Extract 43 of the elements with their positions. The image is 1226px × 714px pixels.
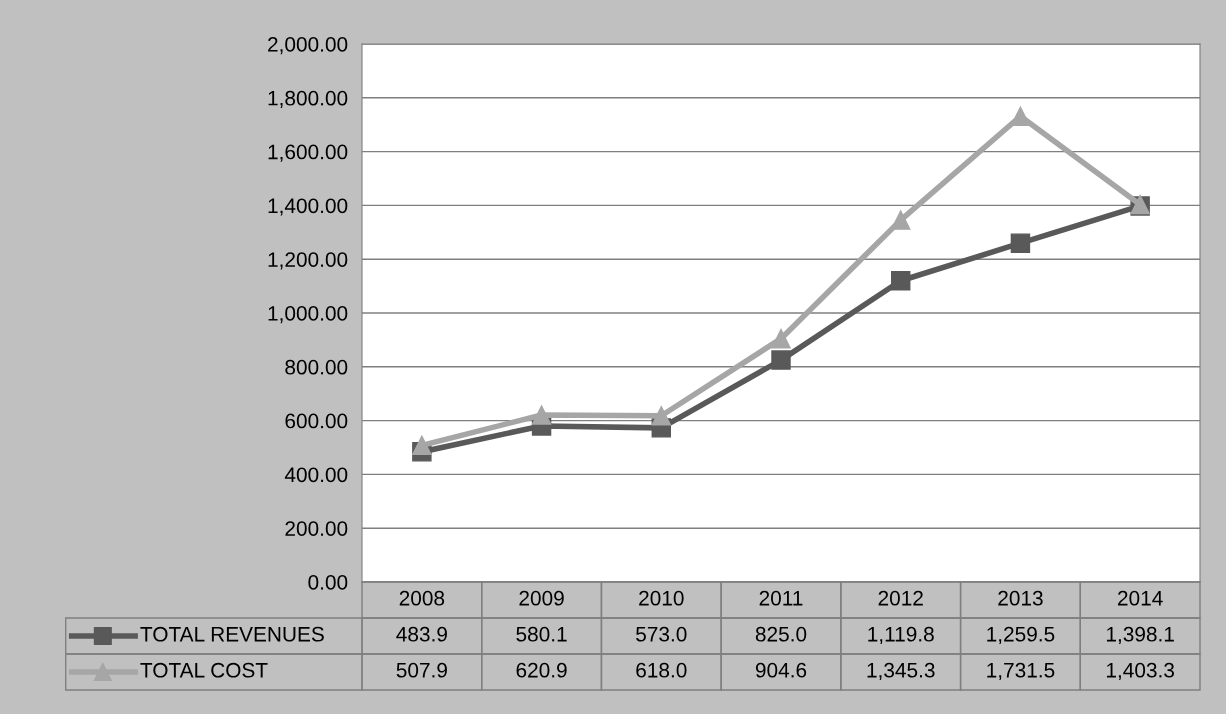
data-label: 618.0 — [636, 662, 687, 678]
x-tick-label: 2012 — [878, 590, 923, 606]
data-label: 904.6 — [755, 662, 807, 678]
data-label: 1,731.5 — [987, 662, 1055, 681]
point — [412, 435, 432, 456]
y-tick-label: 1,000.00 — [268, 306, 348, 324]
point — [651, 406, 672, 426]
point — [771, 328, 791, 349]
data-label: 580.1 — [516, 626, 567, 642]
y-tick-label: 200.00 — [285, 521, 348, 536]
data-label: 1,398.1 — [1106, 626, 1174, 645]
data-label: 1,259.5 — [987, 626, 1055, 645]
point — [1010, 106, 1031, 126]
y-tick-label: 1,600.00 — [268, 144, 348, 162]
x-tick-label: 2014 — [1118, 590, 1163, 606]
y-tick-label: 2,000.00 — [268, 37, 348, 55]
x-tick-label: 2008 — [399, 590, 445, 606]
y-tick-label: 1,800.00 — [268, 90, 348, 109]
point — [890, 271, 911, 291]
x-tick-label: 2009 — [519, 590, 564, 606]
y-tick-label: 400.00 — [284, 467, 348, 483]
legend-label: TOTAL COST — [140, 662, 268, 678]
y-tick-label: 600.00 — [285, 413, 348, 429]
data-label: 507.9 — [396, 662, 447, 678]
data-label: 1,403.3 — [1106, 662, 1174, 681]
y-tick-label: 1,200.00 — [268, 252, 348, 270]
point — [531, 405, 552, 425]
x-tick-label: 2013 — [998, 590, 1043, 606]
legend-label: TOTAL REVENUES — [140, 626, 324, 642]
data-label: 483.9 — [396, 626, 447, 642]
data-label: 1,119.8 — [868, 626, 934, 645]
point — [1010, 233, 1031, 253]
point — [890, 210, 911, 230]
point — [771, 350, 791, 370]
y-tick-label: 800.00 — [285, 359, 348, 375]
y-tick-label: 1,400.00 — [268, 198, 348, 216]
y-tick-label: 0.00 — [308, 575, 348, 590]
data-label: 573.0 — [636, 626, 687, 642]
data-label: 620.9 — [516, 662, 567, 678]
data-label: 825.0 — [755, 626, 807, 642]
data-label: 1,345.3 — [867, 662, 935, 681]
x-tick-label: 2011 — [759, 590, 803, 606]
x-tick-label: 2010 — [639, 590, 684, 606]
